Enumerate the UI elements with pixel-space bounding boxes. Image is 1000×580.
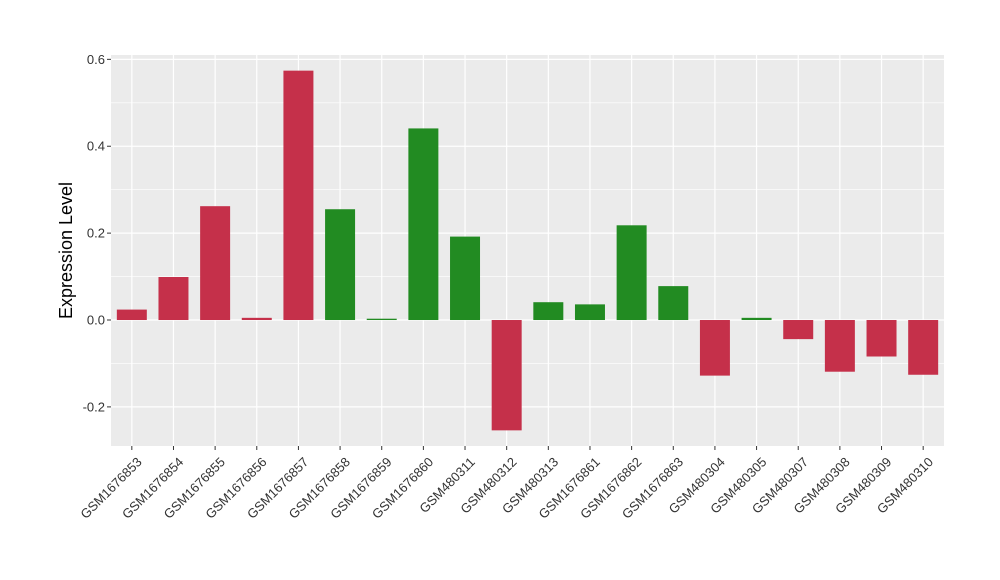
- bar-gsm480308: [824, 320, 855, 372]
- bar-gsm480309: [866, 320, 897, 357]
- bar-gsm480313: [533, 302, 564, 321]
- bar-gsm480312: [491, 320, 522, 431]
- bar-gsm480305: [741, 317, 772, 321]
- y-tick-label: -0.2: [83, 399, 105, 414]
- bar-gsm1676857: [283, 70, 314, 321]
- bar-gsm1676855: [200, 206, 231, 321]
- plot-panel: [111, 55, 944, 446]
- bars: [116, 70, 939, 431]
- bar-gsm1676853: [116, 309, 147, 321]
- bar-gsm480307: [783, 320, 814, 340]
- bar-gsm1676863: [658, 286, 689, 321]
- y-axis-title: Expression Level: [56, 182, 76, 319]
- bar-gsm1676858: [325, 209, 356, 321]
- bar-gsm1676862: [616, 225, 647, 321]
- bar-gsm1676859: [366, 318, 397, 321]
- bar-gsm1676854: [158, 277, 189, 321]
- y-axis: -0.2 0.0 0.2 0.4 0.6: [83, 52, 111, 414]
- x-axis: GSM1676853GSM1676854GSM1676855GSM1676856…: [77, 446, 936, 522]
- bar-gsm480304: [699, 320, 730, 376]
- y-tick-label: 0.0: [87, 313, 105, 328]
- bar-gsm1676856: [241, 317, 272, 321]
- bar-gsm480311: [450, 236, 481, 321]
- y-tick-label: 0.6: [87, 52, 105, 67]
- minor-gridlines: [111, 102, 944, 364]
- bar-gsm1676860: [408, 128, 439, 321]
- bar-gsm1676861: [574, 304, 605, 321]
- y-tick-label: 0.4: [87, 139, 105, 154]
- bar-gsm480310: [908, 320, 939, 375]
- y-tick-label: 0.2: [87, 226, 105, 241]
